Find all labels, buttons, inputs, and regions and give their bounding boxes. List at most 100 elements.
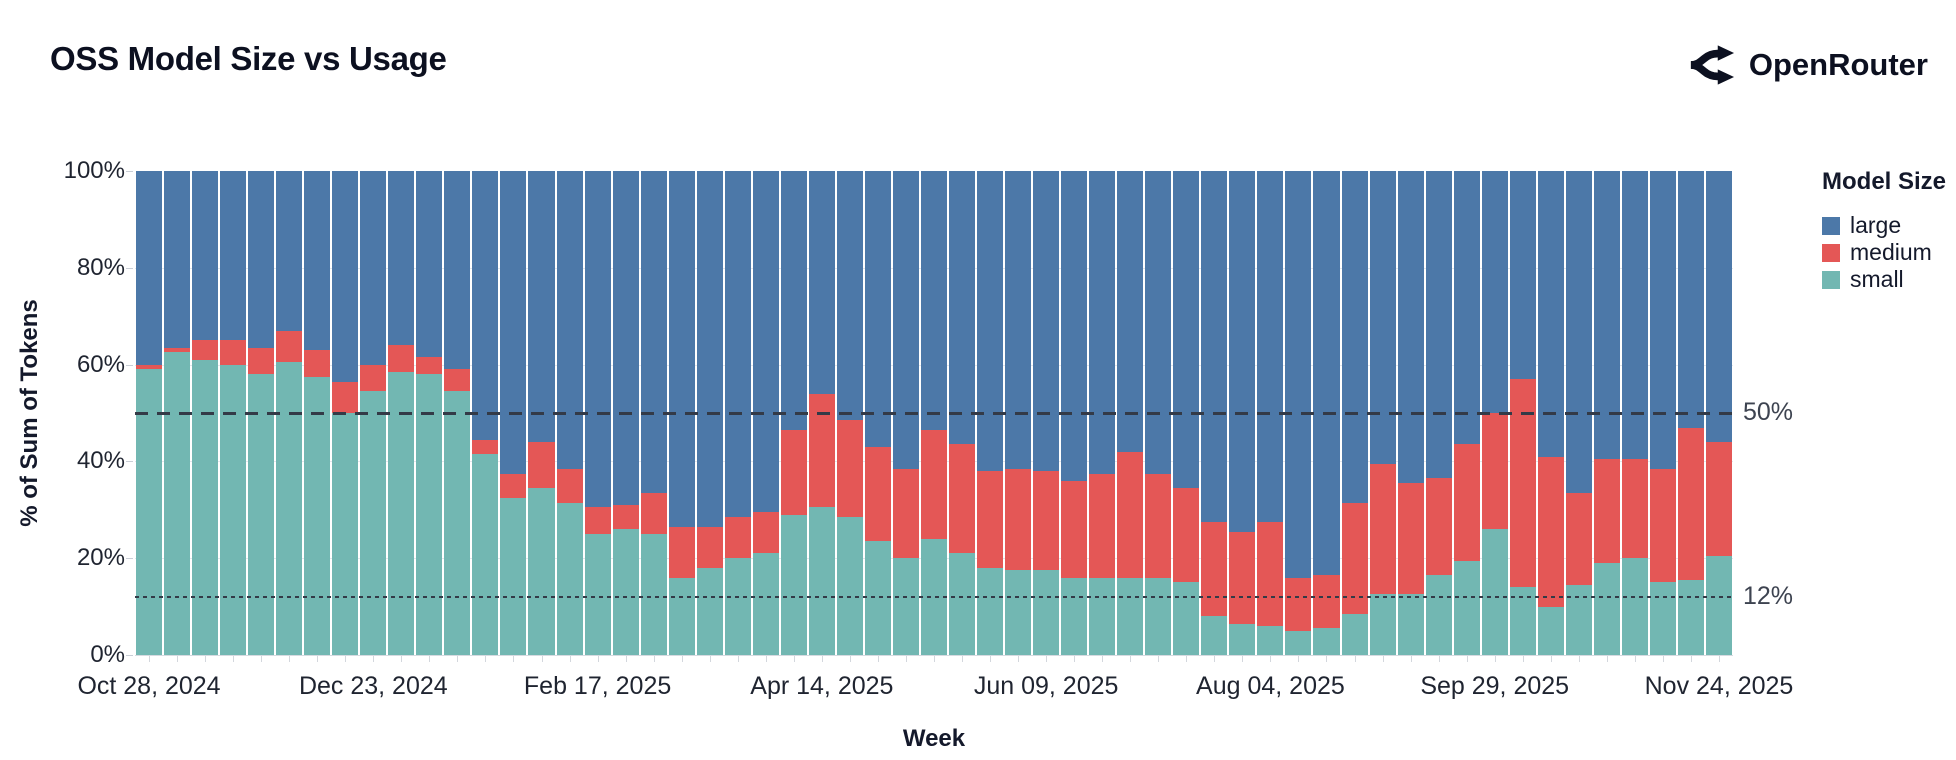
bar-segment-small[interactable] — [696, 567, 723, 655]
bar-week-sep-29-2025[interactable] — [1481, 171, 1508, 655]
bar-segment-large[interactable] — [1033, 171, 1060, 472]
bar-segment-small[interactable] — [556, 502, 583, 655]
bar-segment-medium[interactable] — [220, 340, 247, 365]
bar-segment-medium[interactable] — [808, 393, 835, 508]
bar-segment-medium[interactable] — [360, 364, 387, 392]
bar-week-jul-28-2025[interactable] — [1229, 171, 1256, 655]
bar-segment-large[interactable] — [276, 171, 303, 331]
bar-week-dec-30-2024[interactable] — [388, 171, 415, 655]
bar-segment-large[interactable] — [1481, 171, 1508, 413]
plot-area[interactable] — [135, 171, 1733, 656]
bar-segment-small[interactable] — [640, 533, 667, 655]
bar-segment-medium[interactable] — [1649, 468, 1676, 583]
bar-week-feb-10-2025[interactable] — [556, 171, 583, 655]
bar-segment-large[interactable] — [1229, 171, 1256, 532]
bar-segment-large[interactable] — [248, 171, 275, 348]
bar-segment-small[interactable] — [864, 541, 891, 655]
bar-segment-medium[interactable] — [1369, 463, 1396, 595]
bar-week-dec-23-2024[interactable] — [360, 171, 387, 655]
bar-week-sep-08-2025[interactable] — [1397, 171, 1424, 655]
bar-week-jan-27-2025[interactable] — [500, 171, 527, 655]
bar-week-mar-31-2025[interactable] — [752, 171, 779, 655]
bar-segment-small[interactable] — [1005, 570, 1032, 655]
bar-segment-small[interactable] — [248, 374, 275, 655]
bar-segment-medium[interactable] — [528, 442, 555, 488]
bar-week-jun-16-2025[interactable] — [1061, 171, 1088, 655]
bar-segment-small[interactable] — [1145, 577, 1172, 655]
bar-segment-large[interactable] — [1341, 171, 1368, 503]
bar-segment-small[interactable] — [360, 391, 387, 655]
bar-segment-large[interactable] — [1061, 171, 1088, 481]
bar-segment-large[interactable] — [332, 171, 359, 382]
bar-segment-small[interactable] — [332, 412, 359, 655]
bar-segment-medium[interactable] — [1257, 521, 1284, 626]
bar-segment-medium[interactable] — [949, 444, 976, 554]
bar-week-may-26-2025[interactable] — [977, 171, 1004, 655]
bar-segment-small[interactable] — [612, 529, 639, 655]
bar-segment-medium[interactable] — [1089, 473, 1116, 578]
bar-segment-small[interactable] — [388, 371, 415, 655]
bar-week-jun-30-2025[interactable] — [1117, 171, 1144, 655]
bar-segment-large[interactable] — [556, 171, 583, 469]
bar-week-aug-18-2025[interactable] — [1313, 171, 1340, 655]
bar-segment-medium[interactable] — [920, 429, 947, 539]
bar-segment-large[interactable] — [388, 171, 415, 346]
bar-segment-large[interactable] — [1257, 171, 1284, 522]
bar-week-mar-24-2025[interactable] — [724, 171, 751, 655]
bar-segment-small[interactable] — [1313, 628, 1340, 655]
bar-segment-small[interactable] — [836, 517, 863, 655]
bar-segment-medium[interactable] — [696, 526, 723, 568]
bar-segment-medium[interactable] — [1677, 427, 1704, 580]
bar-segment-medium[interactable] — [724, 517, 751, 559]
bar-segment-medium[interactable] — [612, 504, 639, 530]
bar-segment-medium[interactable] — [1201, 521, 1228, 617]
bar-segment-small[interactable] — [1061, 577, 1088, 655]
bar-week-dec-16-2024[interactable] — [332, 171, 359, 655]
bar-segment-medium[interactable] — [1593, 458, 1620, 564]
bar-week-feb-17-2025[interactable] — [584, 171, 611, 655]
bar-segment-small[interactable] — [892, 558, 919, 655]
bar-segment-medium[interactable] — [388, 345, 415, 372]
bar-segment-large[interactable] — [1313, 171, 1340, 576]
bar-segment-large[interactable] — [1173, 171, 1200, 489]
bar-segment-large[interactable] — [444, 171, 471, 370]
bar-segment-medium[interactable] — [304, 350, 331, 377]
bar-segment-medium[interactable] — [640, 492, 667, 534]
bar-segment-medium[interactable] — [668, 526, 695, 578]
bar-segment-small[interactable] — [192, 359, 219, 655]
bar-segment-large[interactable] — [1117, 171, 1144, 452]
bar-segment-large[interactable] — [1621, 171, 1648, 459]
bar-segment-medium[interactable] — [1509, 379, 1536, 588]
bar-segment-small[interactable] — [444, 391, 471, 655]
bar-week-aug-04-2025[interactable] — [1257, 171, 1284, 655]
bar-segment-small[interactable] — [136, 369, 163, 655]
bar-segment-large[interactable] — [1453, 171, 1480, 445]
bar-segment-large[interactable] — [808, 171, 835, 394]
bar-segment-medium[interactable] — [1453, 444, 1480, 561]
bar-segment-small[interactable] — [1033, 570, 1060, 655]
bar-week-may-05-2025[interactable] — [892, 171, 919, 655]
bar-segment-medium[interactable] — [1061, 480, 1088, 578]
bar-segment-small[interactable] — [304, 376, 331, 655]
bar-segment-medium[interactable] — [1313, 575, 1340, 629]
bar-segment-large[interactable] — [1509, 171, 1536, 380]
bar-week-sep-22-2025[interactable] — [1453, 171, 1480, 655]
bar-segment-medium[interactable] — [1705, 442, 1732, 556]
bar-segment-small[interactable] — [1453, 560, 1480, 655]
bar-segment-small[interactable] — [1677, 579, 1704, 655]
bar-week-aug-25-2025[interactable] — [1341, 171, 1368, 655]
bar-segment-small[interactable] — [220, 364, 247, 655]
bar-week-jan-13-2025[interactable] — [444, 171, 471, 655]
bar-segment-small[interactable] — [416, 374, 443, 655]
bar-segment-large[interactable] — [1397, 171, 1424, 484]
bar-segment-large[interactable] — [920, 171, 947, 430]
bar-segment-small[interactable] — [276, 362, 303, 655]
bar-segment-small[interactable] — [1257, 625, 1284, 655]
bar-segment-large[interactable] — [1145, 171, 1172, 474]
bar-segment-small[interactable] — [1117, 577, 1144, 655]
bar-week-nov-24-2025[interactable] — [1705, 171, 1732, 655]
bar-segment-medium[interactable] — [836, 420, 863, 518]
bar-segment-large[interactable] — [416, 171, 443, 358]
bar-segment-medium[interactable] — [1621, 458, 1648, 559]
bar-segment-small[interactable] — [1089, 577, 1116, 655]
